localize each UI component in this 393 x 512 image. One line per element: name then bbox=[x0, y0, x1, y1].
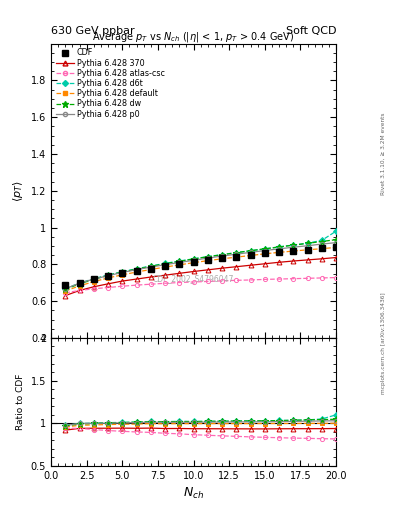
Y-axis label: Ratio to CDF: Ratio to CDF bbox=[16, 374, 25, 430]
Legend: CDF, Pythia 6.428 370, Pythia 6.428 atlas-csc, Pythia 6.428 d6t, Pythia 6.428 de: CDF, Pythia 6.428 370, Pythia 6.428 atla… bbox=[54, 47, 167, 120]
X-axis label: $N_{ch}$: $N_{ch}$ bbox=[183, 486, 204, 501]
Text: Rivet 3.1.10, ≥ 3.2M events: Rivet 3.1.10, ≥ 3.2M events bbox=[381, 112, 386, 195]
Text: 630 GeV ppbar: 630 GeV ppbar bbox=[51, 26, 135, 36]
Y-axis label: $\langle p_T \rangle$: $\langle p_T \rangle$ bbox=[11, 180, 25, 202]
Text: Soft QCD: Soft QCD bbox=[286, 26, 336, 36]
Text: mcplots.cern.ch [arXiv:1306.3436]: mcplots.cern.ch [arXiv:1306.3436] bbox=[381, 292, 386, 394]
Title: Average $p_T$ vs $N_{ch}$ ($|\eta|$ < 1, $p_T$ > 0.4 GeV): Average $p_T$ vs $N_{ch}$ ($|\eta|$ < 1,… bbox=[92, 30, 295, 44]
Text: CDF_2002_S4796047: CDF_2002_S4796047 bbox=[153, 274, 234, 284]
